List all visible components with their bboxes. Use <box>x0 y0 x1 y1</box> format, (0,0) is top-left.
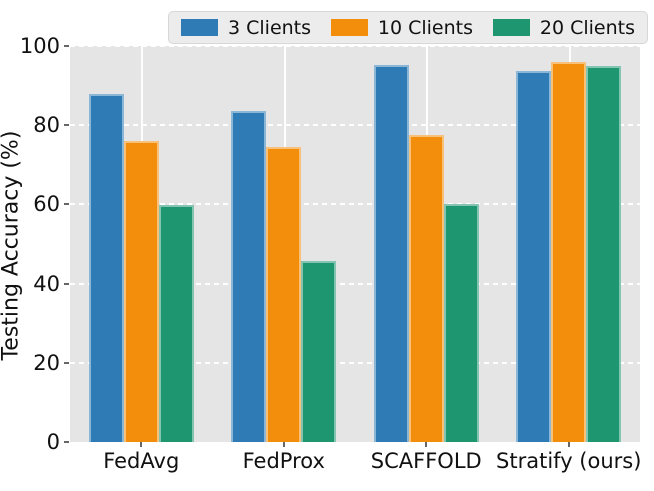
gridline-y <box>70 203 640 206</box>
bar <box>123 141 159 442</box>
legend-label: 20 Clients <box>539 16 635 39</box>
bar <box>443 204 479 442</box>
gridline-y <box>70 361 640 364</box>
bar-group <box>213 46 356 442</box>
x-tick-label: Stratify (ours) <box>496 449 642 473</box>
legend-swatch <box>492 19 530 36</box>
legend-label: 3 Clients <box>228 16 312 39</box>
y-tick-mark <box>64 361 69 364</box>
bar-group <box>355 46 498 442</box>
y-axis-label: Testing Accuracy (%) <box>0 130 24 361</box>
y-tick-mark <box>64 203 69 206</box>
bar <box>373 64 409 442</box>
bar <box>158 204 194 442</box>
gridline-y <box>70 282 640 285</box>
x-tick-label: FedAvg <box>103 449 180 473</box>
bar <box>551 62 587 442</box>
x-tick-label: FedProx <box>242 449 325 473</box>
x-tick-mark <box>282 442 285 447</box>
bar <box>408 134 444 442</box>
gridline-y <box>70 45 640 47</box>
x-tick-label: SCAFFOLD <box>370 449 482 473</box>
y-tick-label: 80 <box>33 113 60 138</box>
plot-area <box>70 45 641 442</box>
y-tick-mark <box>64 282 69 285</box>
legend-label: 10 Clients <box>377 16 474 39</box>
y-tick-mark <box>64 441 69 443</box>
legend-swatch <box>330 19 368 36</box>
x-tick-mark <box>567 442 570 447</box>
bar <box>266 146 302 442</box>
y-tick-mark <box>64 45 69 47</box>
legend-entry: 10 Clients <box>330 16 474 39</box>
x-tick-mark <box>140 442 143 447</box>
bar-group <box>70 46 213 442</box>
legend-entry: 3 Clients <box>181 17 311 39</box>
y-tick-mark <box>64 124 69 127</box>
bar <box>88 93 124 442</box>
bar <box>231 111 267 442</box>
legend-swatch <box>181 19 218 36</box>
x-tick-mark <box>425 442 428 447</box>
bar <box>516 70 552 442</box>
y-tick-label: 0 <box>46 430 60 454</box>
y-tick-label: 100 <box>19 34 60 58</box>
bar-group <box>498 46 641 442</box>
y-tick-label: 60 <box>33 192 60 217</box>
gridline-y <box>70 124 640 127</box>
legend-entry: 20 Clients <box>492 16 635 39</box>
y-tick-label: 20 <box>33 350 60 375</box>
bar <box>301 260 337 442</box>
legend: 3 Clients 10 Clients 20 Clients <box>168 11 648 44</box>
bar <box>586 65 622 442</box>
y-tick-label: 40 <box>33 271 60 296</box>
